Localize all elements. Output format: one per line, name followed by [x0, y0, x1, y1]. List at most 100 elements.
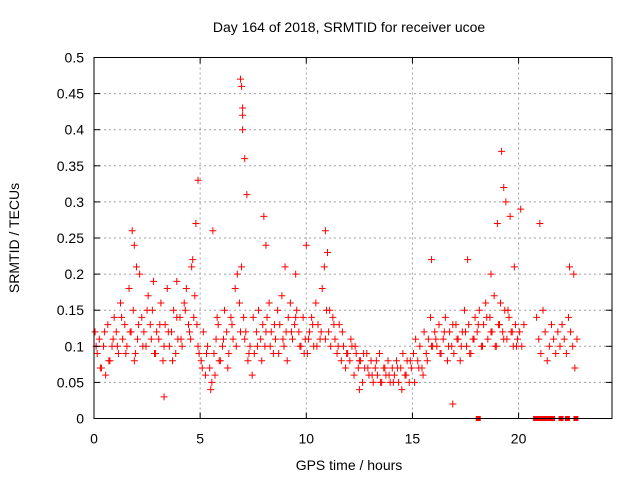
data-point	[431, 328, 439, 336]
data-point	[441, 313, 449, 321]
data-point	[514, 335, 522, 343]
data-point	[556, 342, 564, 350]
data-point	[533, 313, 541, 321]
y-tick-label: 0.2	[65, 266, 85, 282]
data-point	[279, 335, 287, 343]
data-point	[312, 299, 320, 307]
data-point	[498, 147, 506, 155]
data-point	[160, 393, 168, 401]
data-point	[135, 321, 143, 329]
data-point	[465, 321, 473, 329]
data-point	[281, 263, 289, 271]
data-point	[504, 306, 512, 314]
y-tick-label: 0.5	[65, 50, 85, 66]
data-point	[464, 256, 472, 264]
y-tick-label: 0.15	[57, 302, 84, 318]
data-point	[394, 364, 402, 372]
data-point	[334, 342, 342, 350]
data-point	[173, 313, 181, 321]
data-point	[212, 335, 220, 343]
data-point	[275, 350, 283, 358]
data-point	[114, 350, 122, 358]
data-point	[236, 75, 244, 83]
data-point	[317, 328, 325, 336]
data-point	[221, 306, 229, 314]
data-point	[147, 335, 155, 343]
data-point	[262, 241, 270, 249]
data-point	[262, 328, 270, 336]
data-point	[321, 335, 329, 343]
data-point	[449, 400, 457, 408]
data-point	[385, 371, 393, 379]
data-point	[188, 263, 196, 271]
x-tick-label: 5	[196, 431, 204, 447]
data-point	[508, 328, 516, 336]
data-point	[239, 126, 247, 134]
data-point	[198, 364, 206, 372]
data-point	[359, 378, 367, 386]
data-point	[253, 342, 261, 350]
data-point	[355, 386, 363, 394]
data-point	[239, 111, 247, 119]
data-point	[93, 350, 101, 358]
data-point	[241, 155, 249, 163]
data-point	[299, 313, 307, 321]
data-point	[428, 256, 436, 264]
data-point	[257, 335, 265, 343]
data-point	[292, 270, 300, 278]
y-tick-label: 0.45	[57, 86, 84, 102]
data-point	[156, 321, 164, 329]
data-point	[407, 364, 415, 372]
y-axis-label: SRMTID / TECUs	[6, 183, 22, 293]
data-point	[189, 256, 197, 264]
data-point	[197, 357, 205, 365]
y-tick-label: 0.3	[65, 194, 85, 210]
data-point	[305, 328, 313, 336]
data-point	[350, 371, 358, 379]
data-point	[203, 350, 211, 358]
data-point	[552, 350, 560, 358]
data-point	[159, 357, 167, 365]
data-point	[201, 371, 209, 379]
data-point	[232, 342, 240, 350]
data-point	[497, 299, 505, 307]
data-point	[110, 313, 118, 321]
data-point	[415, 364, 423, 372]
data-point	[181, 306, 189, 314]
data-point	[225, 350, 233, 358]
y-tick-label: 0.25	[57, 230, 84, 246]
data-point	[153, 328, 161, 336]
data-point	[516, 328, 524, 336]
data-point	[364, 364, 372, 372]
data-point	[338, 328, 346, 336]
grid-layer	[94, 57, 612, 419]
data-point	[274, 306, 282, 314]
data-point	[347, 335, 355, 343]
data-point	[487, 270, 495, 278]
data-point	[132, 263, 140, 271]
data-point	[248, 371, 256, 379]
data-point	[484, 335, 492, 343]
data-point	[128, 227, 136, 235]
data-point	[218, 342, 226, 350]
data-point	[325, 328, 333, 336]
data-point	[252, 328, 260, 336]
data-point	[300, 350, 308, 358]
data-point	[130, 241, 138, 249]
data-point	[462, 328, 470, 336]
data-point	[419, 371, 427, 379]
data-point	[238, 82, 246, 90]
data-point	[204, 342, 212, 350]
data-point	[213, 313, 221, 321]
data-point	[368, 371, 376, 379]
data-point	[470, 335, 478, 343]
data-point	[539, 306, 547, 314]
y-tick-label: 0.1	[65, 338, 85, 354]
data-point	[139, 342, 147, 350]
data-point	[372, 357, 380, 365]
data-point	[118, 313, 126, 321]
data-point	[410, 350, 418, 358]
data-point	[143, 306, 151, 314]
data-point	[371, 364, 379, 372]
data-point	[164, 328, 172, 336]
